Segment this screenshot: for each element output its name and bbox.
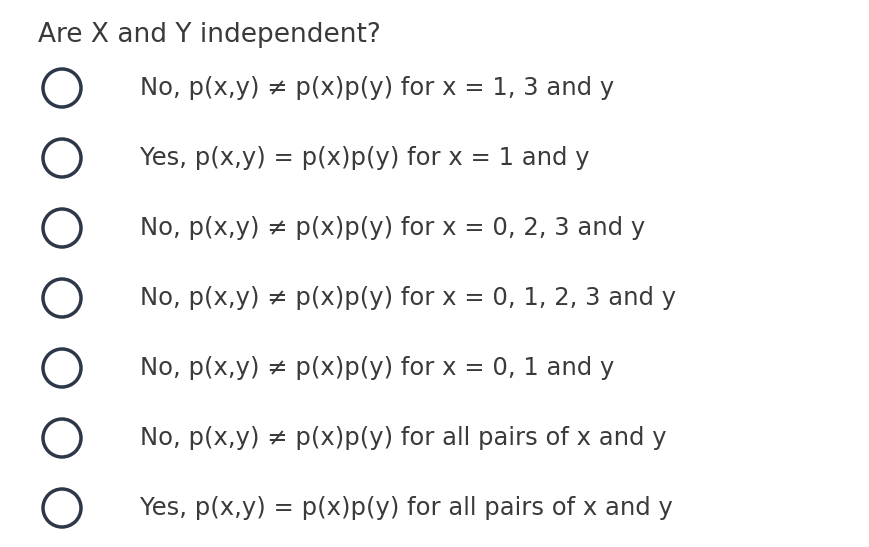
Text: No, p(x,y) ≠ p(x)p(y) for x = 1, 3 and y: No, p(x,y) ≠ p(x)p(y) for x = 1, 3 and y bbox=[140, 76, 614, 100]
Text: Are X and Y independent?: Are X and Y independent? bbox=[38, 22, 381, 48]
Text: Yes, p(x,y) = p(x)p(y) for x = 1 and y: Yes, p(x,y) = p(x)p(y) for x = 1 and y bbox=[140, 146, 590, 170]
Text: No, p(x,y) ≠ p(x)p(y) for x = 0, 2, 3 and y: No, p(x,y) ≠ p(x)p(y) for x = 0, 2, 3 an… bbox=[140, 216, 646, 240]
Text: No, p(x,y) ≠ p(x)p(y) for x = 0, 1, 2, 3 and y: No, p(x,y) ≠ p(x)p(y) for x = 0, 1, 2, 3… bbox=[140, 286, 676, 310]
Text: No, p(x,y) ≠ p(x)p(y) for all pairs of x and y: No, p(x,y) ≠ p(x)p(y) for all pairs of x… bbox=[140, 426, 667, 450]
Text: Yes, p(x,y) = p(x)p(y) for all pairs of x and y: Yes, p(x,y) = p(x)p(y) for all pairs of … bbox=[140, 496, 673, 520]
Text: No, p(x,y) ≠ p(x)p(y) for x = 0, 1 and y: No, p(x,y) ≠ p(x)p(y) for x = 0, 1 and y bbox=[140, 356, 614, 380]
